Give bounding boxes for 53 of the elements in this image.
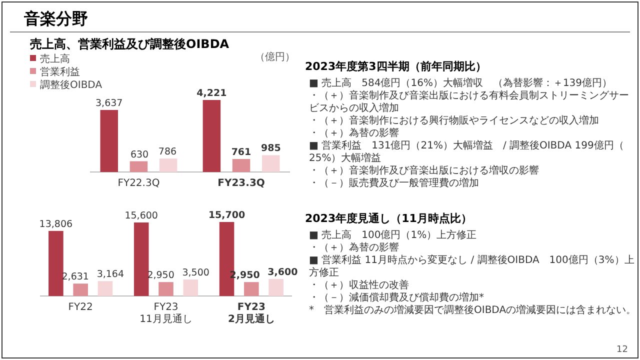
data-label: 3,600 [268, 267, 298, 278]
bar [134, 222, 149, 296]
text: ・（＋）収益性の改善 [309, 279, 409, 291]
legend-label: 売上高 [40, 53, 70, 65]
text: ・（＋）為替の影響 [309, 242, 399, 254]
x-tick-label: FY23 11月見通し [140, 302, 192, 325]
data-label: 630 [130, 149, 149, 160]
text: ■ 営業利益 11月時点から変更なし / 調整後OIBDA 100億円（3%）上方修正 [309, 254, 634, 278]
text: ・（＋）音楽制作における興行物販やライセンスなどの収入増加 [309, 114, 599, 126]
text: 音楽分野 [23, 9, 88, 28]
bar [202, 100, 221, 172]
data-label: 786 [158, 146, 177, 158]
data-label: 4,221 [196, 88, 227, 99]
text: * 営業利益のみの増減要因で調整後OIBDAの増減要因には含まれない。 [309, 304, 636, 316]
x-tick-label: FY23.3Q [218, 178, 265, 189]
bar [73, 284, 88, 296]
bar [98, 281, 113, 296]
bar [48, 230, 64, 296]
text: ・（＋）音楽制作及び音楽出版における有料会員制ストリーミングサービスからの収入増加 [309, 90, 629, 114]
text: ・（＋）為替の影響 [309, 127, 399, 139]
legend-label: 調整後OIBDA [40, 79, 102, 91]
chart-title: 売上高、営業利益及び調整後OIBDA [30, 37, 230, 51]
text: ■ 営業利益 131億円（21%）大幅増益 / 調整後OIBDA 199億円（25%）大幅増益 [309, 140, 624, 164]
text: ・（－）販売費及び一般管理費の増加 [309, 177, 479, 189]
data-label: 3,637 [96, 98, 123, 109]
bar [262, 155, 280, 172]
text: 2023年度第3四半期（前年同期比） [305, 60, 486, 73]
text: ・（－）減価償却費及び償却費の増加* [309, 292, 484, 304]
bar [183, 280, 198, 296]
data-label: 13,806 [39, 218, 73, 230]
data-label: 3,500 [182, 268, 210, 279]
data-label: 15,600 [124, 210, 158, 222]
data-label: 15,700 [208, 210, 246, 221]
data-label: 985 [260, 143, 281, 154]
text: ■ 売上高 100億円（1%）上方修正 [309, 229, 477, 241]
x-tick-label: FY22.3Q [118, 178, 160, 189]
data-label: 761 [231, 147, 252, 158]
text: ・（＋）音楽制作及び音楽出版における増収の影響 [309, 164, 539, 176]
bar [158, 282, 174, 296]
x-tick-label: FY23 2月見通し [228, 302, 275, 325]
bar [244, 282, 259, 296]
bar [100, 110, 118, 172]
bar [232, 159, 250, 172]
data-label: 3,164 [96, 269, 124, 280]
x-tick-label: FY22 [68, 302, 93, 313]
text: （億円） [255, 51, 295, 63]
text: 2023年度見通し（11月時点比） [305, 212, 472, 225]
bar [130, 161, 148, 172]
text: 12 [616, 345, 628, 355]
text: ■ 売上高 584億円（16%）大幅増収 （為替影響：＋139億円） [309, 77, 612, 89]
bar [159, 158, 178, 172]
bar [268, 279, 284, 296]
legend-label: 営業利益 [40, 66, 80, 78]
